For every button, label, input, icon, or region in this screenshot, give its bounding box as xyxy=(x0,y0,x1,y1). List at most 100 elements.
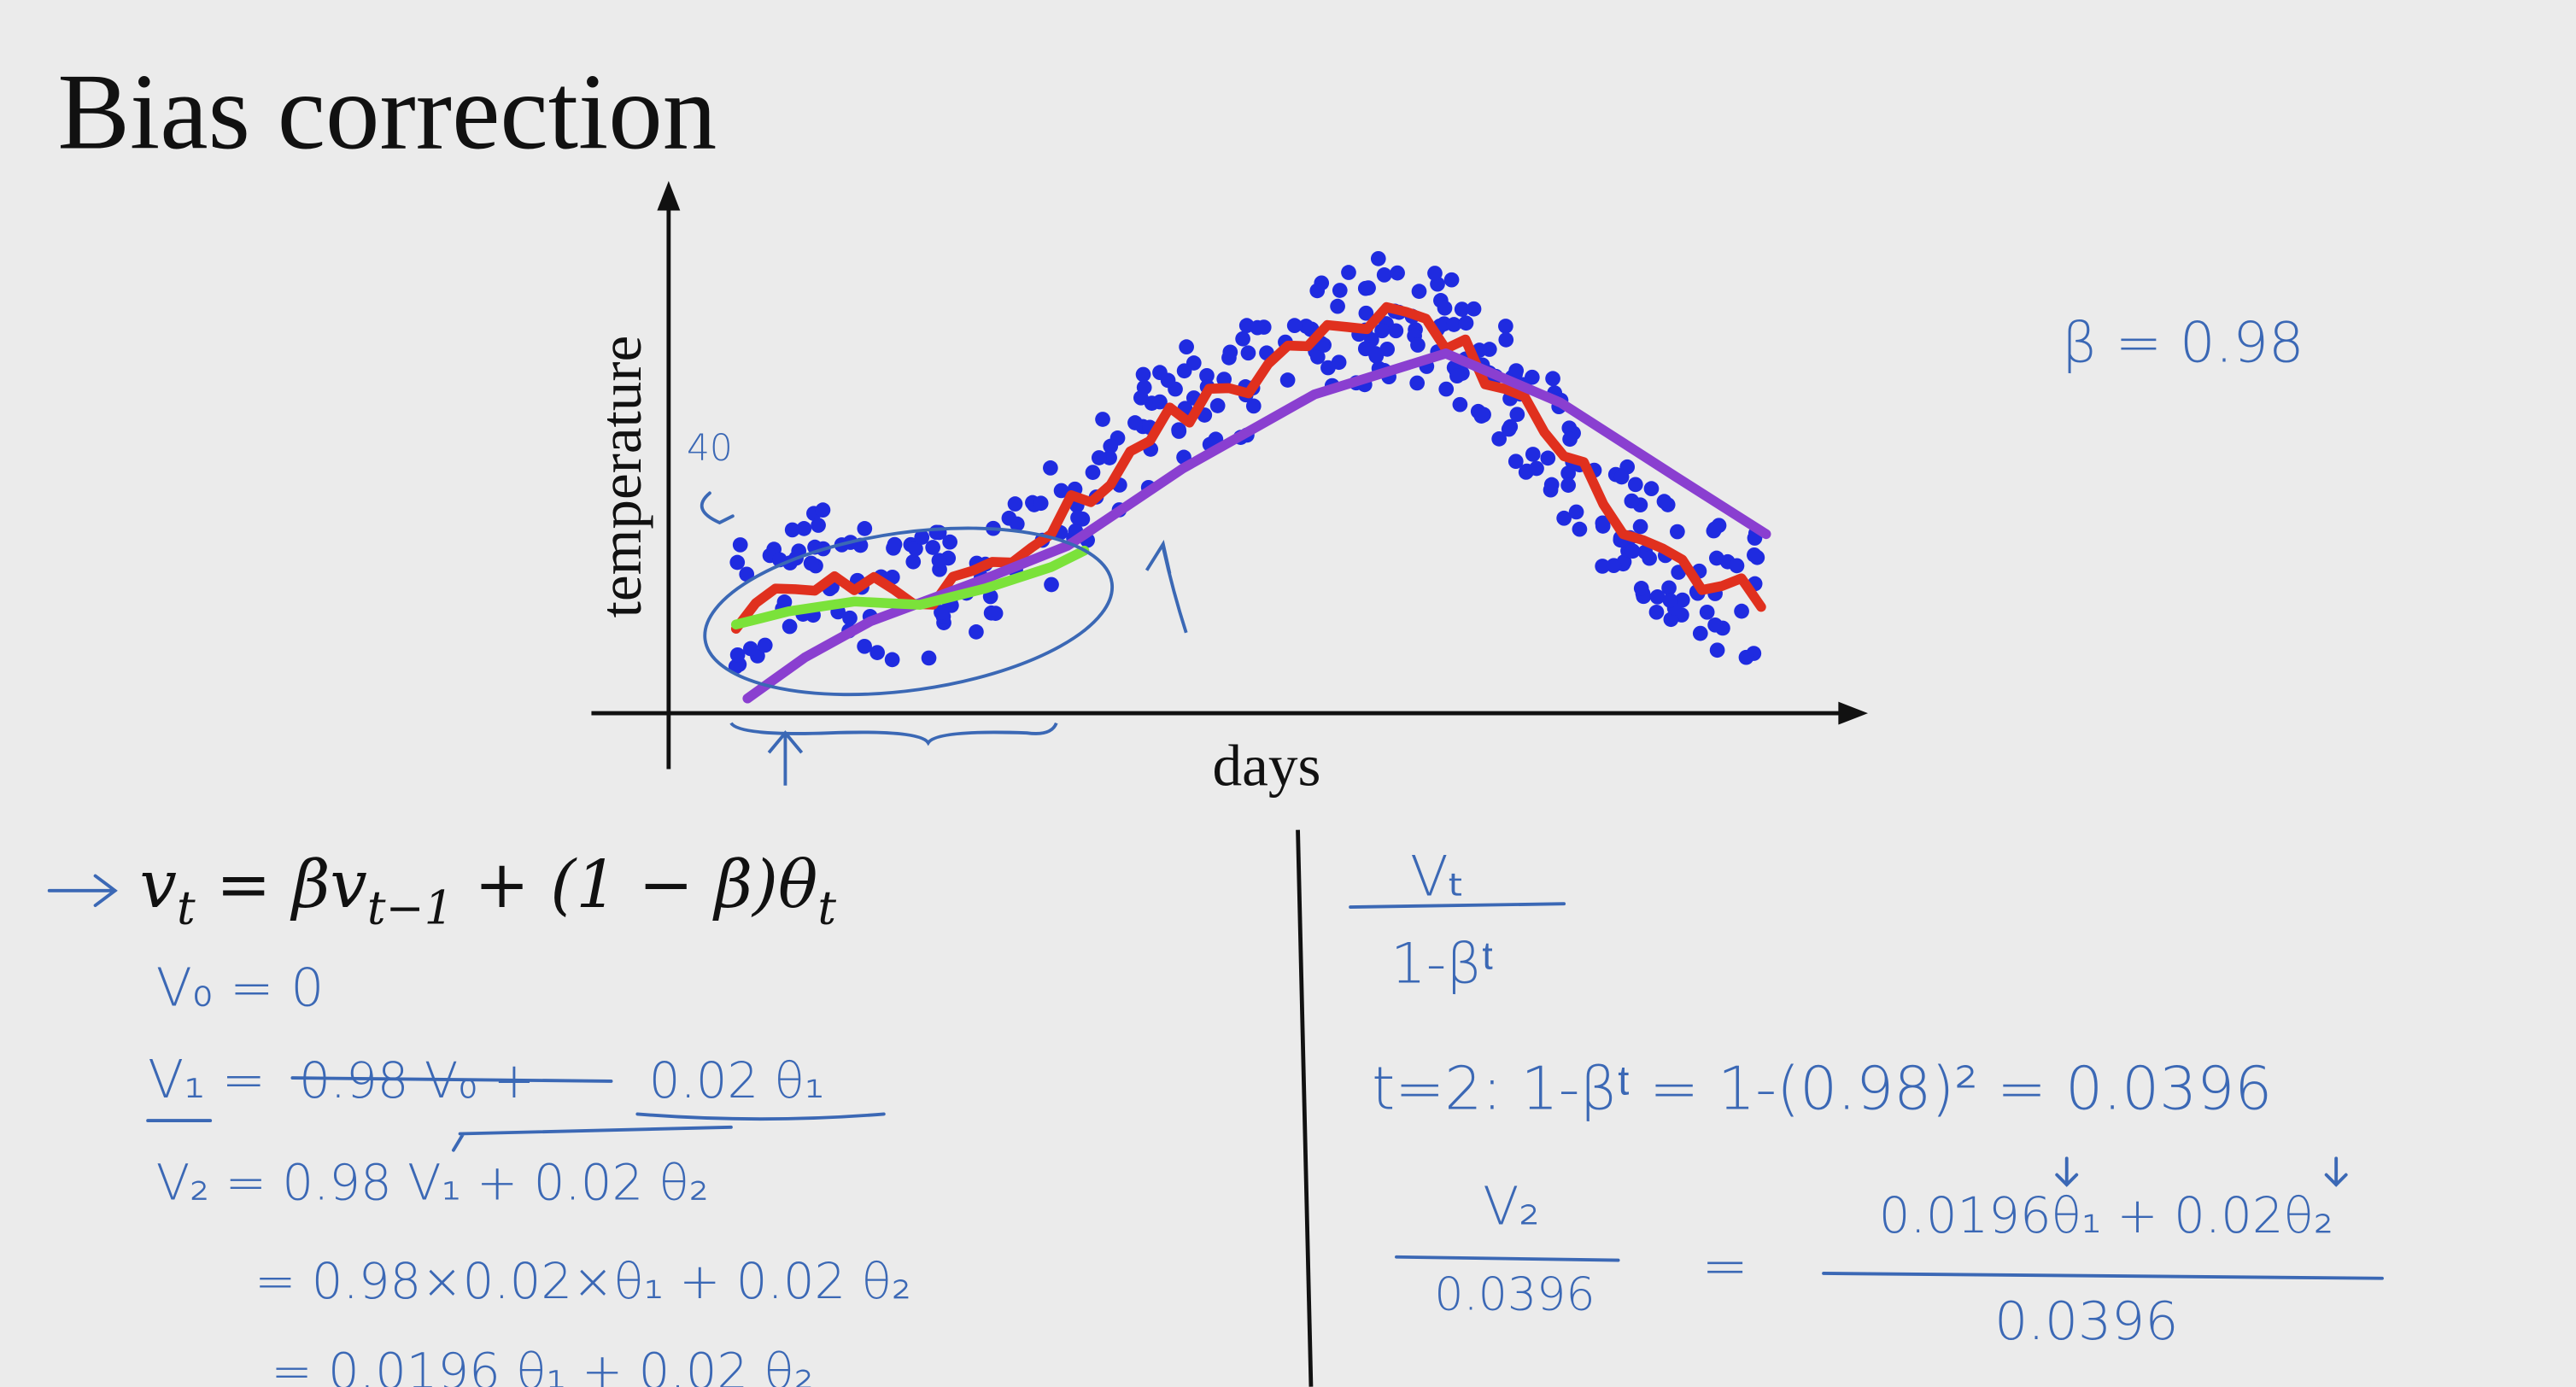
strike xyxy=(290,1076,613,1083)
dot xyxy=(1250,319,1266,336)
dot xyxy=(1009,516,1025,532)
dot xyxy=(1179,339,1194,354)
equals: = xyxy=(1701,1233,1748,1298)
dot xyxy=(1643,481,1660,496)
dot xyxy=(884,652,900,668)
dot xyxy=(1095,412,1110,427)
dot xyxy=(784,522,800,538)
dot xyxy=(1171,422,1186,438)
highlight-ellipse xyxy=(703,526,1115,697)
dot xyxy=(1176,363,1192,379)
dot xyxy=(1529,460,1544,477)
dot xyxy=(729,554,746,571)
equation: vt = βvt−1 + (1 − β)θt xyxy=(139,847,836,934)
dot xyxy=(1501,421,1517,437)
expand-line: = 0.0196 θ₁ + 0.02 θ₂ xyxy=(271,1343,814,1387)
dot xyxy=(1332,283,1348,298)
dot xyxy=(1649,589,1666,605)
dot xyxy=(1747,547,1762,563)
x-arrow xyxy=(1838,701,1868,725)
rhs-denominator: 0.0396 xyxy=(1994,1290,2178,1352)
dot xyxy=(1103,438,1119,454)
dot xyxy=(1661,580,1677,596)
dot xyxy=(1692,625,1708,641)
v1-rest: 0.02 θ₁ xyxy=(649,1051,824,1109)
dot xyxy=(1320,360,1336,376)
dot xyxy=(1438,381,1455,397)
dot xyxy=(1648,604,1665,620)
dot xyxy=(905,553,922,570)
dot xyxy=(857,521,873,536)
dot xyxy=(1007,496,1023,512)
dot xyxy=(1633,581,1649,596)
dot xyxy=(1508,454,1524,470)
dot xyxy=(1044,576,1059,593)
dot xyxy=(1509,407,1525,423)
dot xyxy=(842,610,858,626)
fraction-bar xyxy=(1349,902,1566,909)
dot xyxy=(1309,349,1326,365)
dot xyxy=(1216,372,1232,387)
dot xyxy=(969,624,984,640)
beta-note: β = 0.98 xyxy=(2062,310,2304,375)
dot xyxy=(803,555,819,571)
dot xyxy=(1411,284,1427,299)
dot xyxy=(1437,300,1453,316)
dot xyxy=(914,530,930,545)
dot xyxy=(1624,493,1640,509)
dot xyxy=(1540,450,1556,466)
down-arrows xyxy=(2055,1156,2348,1187)
dot xyxy=(1370,251,1386,266)
note-40: 40 xyxy=(687,427,733,469)
dot xyxy=(1409,375,1426,391)
dot xyxy=(1595,559,1611,574)
dot xyxy=(776,594,793,610)
dot xyxy=(1473,408,1490,424)
equation-subscript: t xyxy=(177,881,196,934)
dot xyxy=(1545,371,1560,387)
underlines xyxy=(146,1112,886,1152)
arrow-up xyxy=(1145,539,1188,634)
dot xyxy=(1458,315,1474,331)
dot xyxy=(1446,317,1462,332)
dot xyxy=(1662,593,1678,608)
dot xyxy=(1152,394,1168,410)
brace xyxy=(729,722,1058,746)
dot xyxy=(1245,398,1262,414)
purple-curve xyxy=(742,348,1771,704)
dot xyxy=(1556,510,1572,526)
dot xyxy=(1568,504,1584,520)
dot xyxy=(1562,431,1578,448)
dot xyxy=(1525,447,1541,462)
dot xyxy=(1199,367,1215,383)
dot xyxy=(1498,319,1513,334)
dot xyxy=(987,606,1004,621)
dot xyxy=(1454,301,1470,317)
dot xyxy=(1427,266,1443,281)
dot xyxy=(1706,523,1722,539)
dot xyxy=(1606,558,1622,574)
y-arrow xyxy=(657,180,681,211)
dot xyxy=(1235,331,1250,347)
equation-part: + (1 − β)θ xyxy=(454,847,817,923)
dot xyxy=(1656,494,1672,509)
dot xyxy=(1070,510,1086,526)
dot xyxy=(1498,332,1514,348)
dot xyxy=(1390,265,1405,281)
rhs-numerator: 0.0196θ₁ + 0.02θ₂ xyxy=(1879,1186,2333,1244)
dot xyxy=(815,502,831,518)
x-axis-label: days xyxy=(1213,733,1321,799)
dot xyxy=(1279,372,1296,388)
dot xyxy=(908,541,923,557)
dot xyxy=(1053,483,1069,499)
dot xyxy=(1572,521,1588,537)
equation-part: = βv xyxy=(196,847,367,923)
dot xyxy=(1358,305,1374,321)
dot xyxy=(742,641,758,657)
dot xyxy=(1632,518,1648,535)
dot xyxy=(1734,603,1749,619)
dot xyxy=(1670,524,1685,540)
dot xyxy=(1699,604,1715,620)
dot xyxy=(1341,265,1356,280)
dot xyxy=(1102,450,1117,465)
